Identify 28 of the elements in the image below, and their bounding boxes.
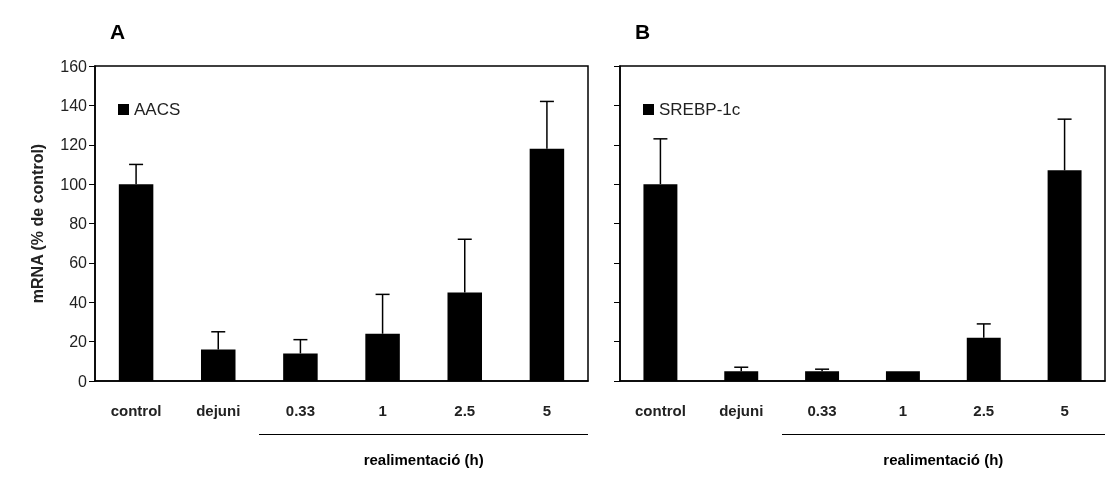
legend-label: SREBP-1c [659,100,741,119]
x-tick-label: 2.5 [973,402,995,419]
y-tick-label: 100 [60,175,88,193]
x-tick-label: 0.33 [807,402,837,419]
y-tick-label: 40 [69,293,88,311]
x-axis-title: realimentació (h) [883,451,1004,468]
y-tick-label: 60 [69,254,88,272]
x-tick-label: control [110,402,162,419]
chart-title: B [635,20,651,44]
y-tick-label: 140 [60,96,88,114]
y-tick-label: 20 [69,333,88,351]
x-tick-label: 1 [898,402,908,419]
x-tick-label: 1 [378,402,387,419]
y-axis-title: mRNA (% de control) [28,143,46,304]
chart-title: A [110,20,126,44]
x-tick-label: 5 [542,402,552,419]
y-tick-label: 80 [69,215,88,232]
legend-label: AACS [134,100,181,119]
x-tick-label: control [634,402,686,419]
y-tick-label: 120 [60,136,88,154]
x-tick-label: 0.33 [285,402,316,419]
x-tick-label: dejuni [196,402,241,419]
x-tick-label: 5 [1060,402,1069,419]
y-tick-label: 0 [78,372,88,390]
x-axis-title: realimentació (h) [363,451,484,468]
x-tick-label: 2.5 [454,402,476,419]
y-tick-label: 160 [60,57,88,75]
x-tick-label: dejuni [719,402,764,419]
